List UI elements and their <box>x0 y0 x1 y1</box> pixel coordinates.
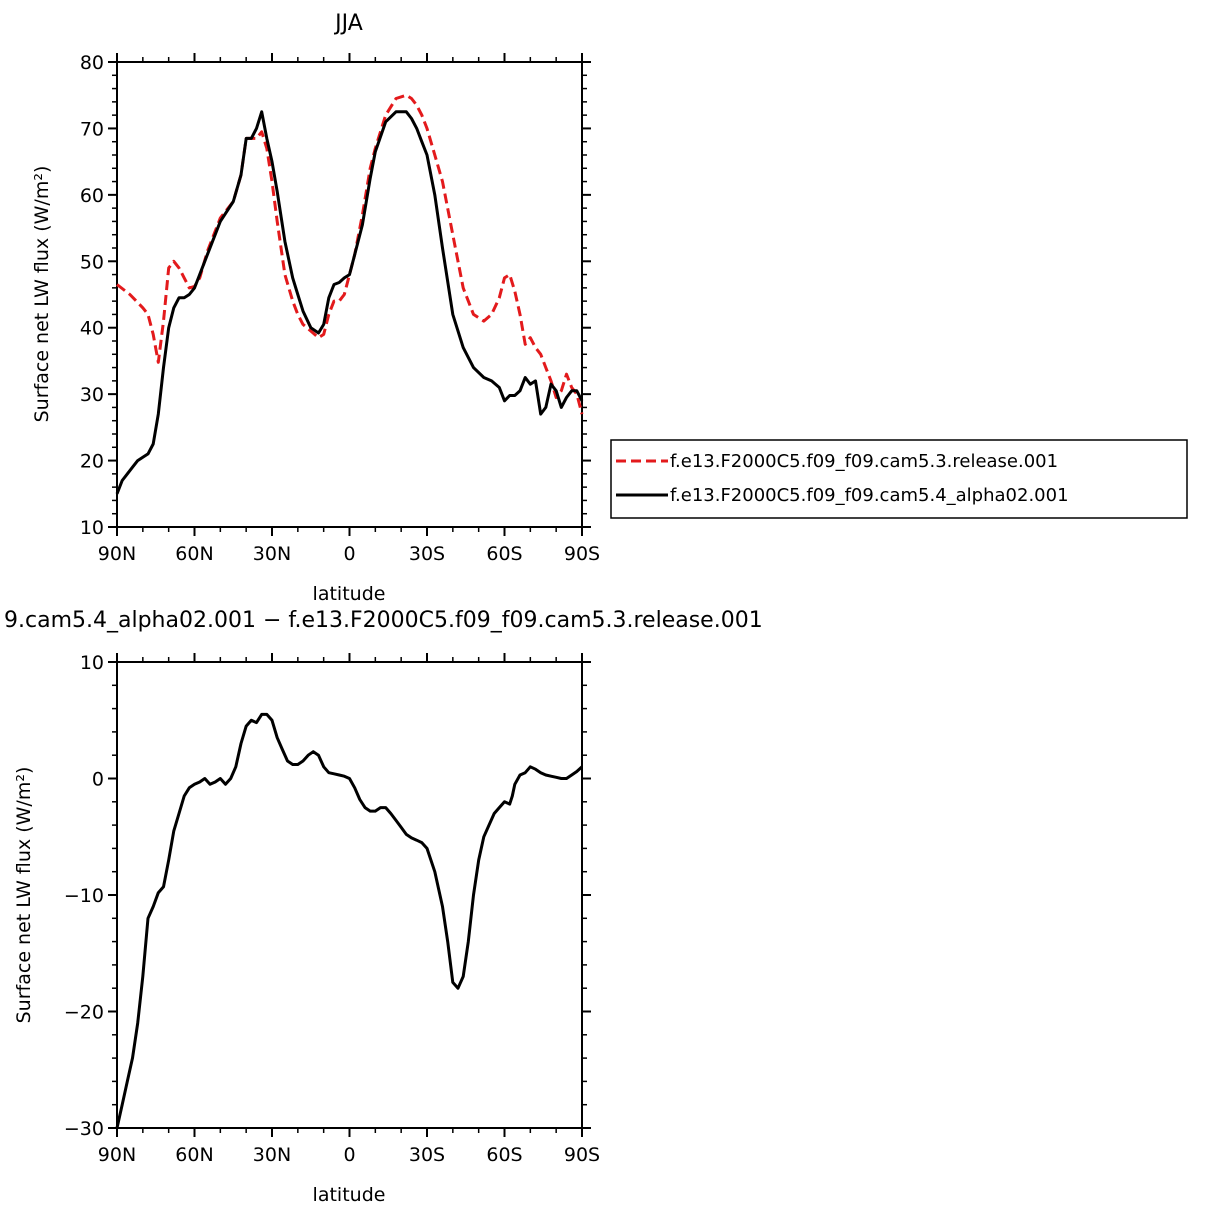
bottom-x-tick-label: 0 <box>343 1144 355 1166</box>
bottom-x-tick-label: 30S <box>409 1144 445 1166</box>
bottom-y-tick-label: −30 <box>64 1118 104 1140</box>
bottom-y-tick-label: −20 <box>64 1002 104 1024</box>
top-series-line-1 <box>115 110 584 495</box>
top-x-tick-label: 30N <box>253 543 291 565</box>
bottom-y-axis-title: Surface net LW flux (W/m²) <box>13 767 35 1024</box>
top-x-tick-label: 90N <box>98 543 136 565</box>
bottom-y-tick-label: 10 <box>80 652 104 674</box>
bottom-x-tick-label: 60N <box>175 1144 213 1166</box>
top-x-tick-label: 90S <box>564 543 600 565</box>
top-x-tick-label: 0 <box>343 543 355 565</box>
legend: f.e13.F2000C5.f09_f09.cam5.3.release.001… <box>610 439 1188 519</box>
bottom-series-group <box>115 712 584 1129</box>
bottom-panel: 9.cam5.4_alpha02.001 − f.e13.F2000C5.f09… <box>4 608 763 1206</box>
legend-label-alpha: f.e13.F2000C5.f09_f09.cam5.4_alpha02.001 <box>670 485 1069 506</box>
top-axes: 90N 60N 30N 0 30S 60S 90S 10 20 30 40 50 60 70 80 <box>80 52 600 565</box>
top-series-group <box>115 93 584 495</box>
bottom-x-axis-title: latitude <box>313 1184 386 1206</box>
top-y-tick-label: 80 <box>80 52 104 74</box>
top-x-tick-label: 60S <box>486 543 522 565</box>
bottom-x-tick-label: 60S <box>486 1144 522 1166</box>
top-x-axis-title: latitude <box>313 583 386 605</box>
top-y-axis-title: Surface net LW flux (W/m²) <box>31 166 53 423</box>
bottom-x-tick-label: 90N <box>98 1144 136 1166</box>
bottom-axes: 90N 60N 30N 0 30S 60S 90S −30 −20 −10 0 10 <box>64 652 600 1166</box>
bottom-plot-frame <box>116 661 583 1129</box>
bottom-x-tick-label: 90S <box>564 1144 600 1166</box>
top-y-tick-label: 20 <box>80 451 104 473</box>
top-y-tick-label: 30 <box>80 384 104 406</box>
bottom-chart-title: 9.cam5.4_alpha02.001 − f.e13.F2000C5.f09… <box>4 608 763 633</box>
top-chart-title: JJA <box>333 11 363 36</box>
top-y-tick-label: 50 <box>80 251 104 273</box>
bottom-y-tick-label: −10 <box>64 885 104 907</box>
top-y-tick-label: 10 <box>80 517 104 539</box>
top-y-tick-label: 70 <box>80 118 104 140</box>
legend-box <box>610 439 1188 519</box>
top-y-tick-label: 60 <box>80 185 104 207</box>
top-y-tick-label: 40 <box>80 318 104 340</box>
top-x-tick-label: 60N <box>175 543 213 565</box>
bottom-y-tick-label: 0 <box>92 769 104 791</box>
legend-label-release: f.e13.F2000C5.f09_f09.cam5.3.release.001 <box>670 451 1058 472</box>
top-x-tick-label: 30S <box>409 543 445 565</box>
bottom-x-tick-label: 30N <box>253 1144 291 1166</box>
bottom-series-line-0 <box>115 712 584 1129</box>
top-series-line-0 <box>116 93 584 415</box>
top-panel: JJA Surface net LW flux (W/m²) latitude … <box>31 11 600 605</box>
